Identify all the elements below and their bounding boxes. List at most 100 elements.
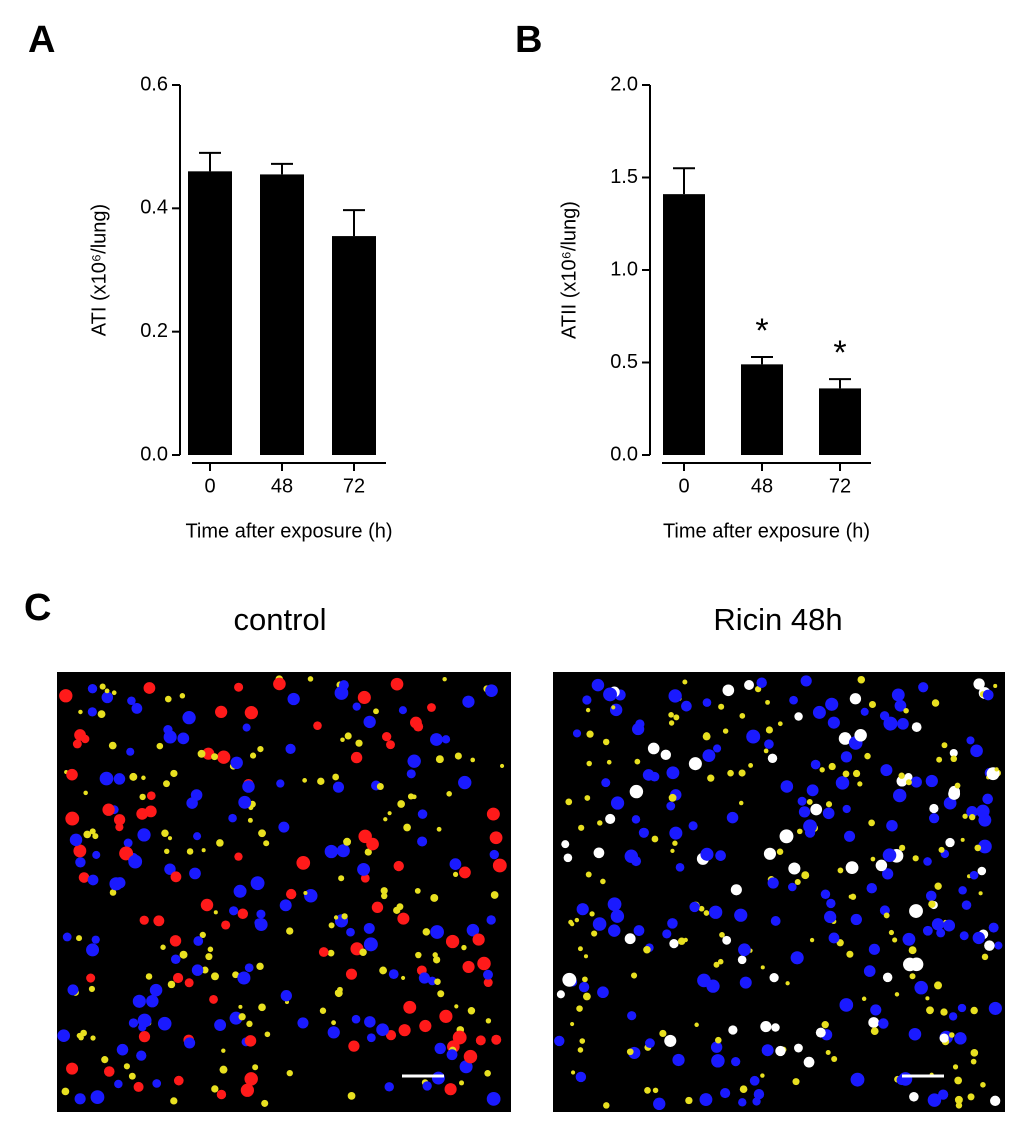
- cell: [417, 809, 428, 819]
- cell: [846, 950, 854, 958]
- cell: [603, 1102, 610, 1109]
- cell: [911, 722, 922, 732]
- cell: [403, 1000, 417, 1014]
- cell: [734, 908, 748, 922]
- cell: [127, 696, 136, 706]
- cell: [385, 1029, 397, 1041]
- cell: [882, 868, 894, 880]
- cell: [760, 1073, 765, 1078]
- cell: [484, 1069, 491, 1077]
- cell: [838, 732, 852, 745]
- cell: [664, 1034, 677, 1047]
- cell: [828, 932, 840, 944]
- cell: [940, 1008, 948, 1016]
- cell: [718, 703, 725, 710]
- cell: [143, 682, 156, 694]
- cell: [167, 836, 173, 841]
- cell: [250, 876, 265, 891]
- cell: [199, 931, 206, 939]
- cell: [407, 793, 415, 800]
- cell: [129, 772, 138, 781]
- cell: [491, 1034, 502, 1045]
- cell: [139, 915, 149, 925]
- cell: [882, 848, 897, 862]
- cell: [197, 749, 206, 758]
- cell: [437, 990, 445, 998]
- cell: [101, 1056, 109, 1064]
- cell: [972, 931, 985, 945]
- cell: [191, 964, 204, 976]
- cell: [200, 898, 214, 912]
- cell: [167, 980, 176, 989]
- cell: [563, 853, 573, 863]
- cell: [666, 801, 676, 811]
- cell: [936, 756, 943, 763]
- cell: [228, 813, 237, 823]
- cell: [430, 733, 443, 746]
- cell: [754, 686, 762, 693]
- cell: [250, 752, 257, 759]
- cell: [286, 1069, 293, 1077]
- cell: [90, 1090, 105, 1105]
- cell: [296, 856, 311, 870]
- cell: [139, 793, 146, 801]
- cell: [152, 1079, 162, 1088]
- cell: [925, 890, 937, 902]
- cell: [439, 1009, 453, 1023]
- cell: [926, 1006, 934, 1015]
- cell: [78, 709, 83, 715]
- cell: [585, 707, 591, 713]
- cell: [211, 1085, 219, 1093]
- cell: [912, 855, 919, 862]
- cell: [219, 1065, 228, 1074]
- cell: [116, 1043, 129, 1056]
- bar: [741, 364, 783, 455]
- y-tick-label: 0.0: [610, 443, 638, 465]
- cell: [467, 1007, 476, 1015]
- bar: [260, 174, 304, 455]
- cell: [633, 925, 645, 936]
- cell: [211, 753, 219, 761]
- cell: [739, 976, 752, 989]
- cell: [278, 821, 290, 833]
- cell: [984, 940, 995, 951]
- cell: [287, 692, 300, 706]
- cell: [629, 784, 644, 799]
- cell: [179, 693, 186, 699]
- cell: [700, 847, 714, 861]
- cell: [76, 935, 83, 942]
- cell: [133, 1081, 144, 1092]
- cell: [66, 1062, 79, 1075]
- cell: [720, 1087, 731, 1099]
- cell: [934, 882, 942, 890]
- cell: [477, 956, 491, 971]
- cell: [108, 741, 117, 750]
- cell: [186, 797, 198, 809]
- cell: [483, 969, 493, 980]
- cell: [128, 854, 143, 869]
- cell: [256, 909, 266, 919]
- cell: [430, 925, 444, 939]
- cell: [728, 1025, 738, 1035]
- cell: [396, 903, 404, 911]
- cell: [132, 994, 146, 1008]
- cell: [583, 992, 591, 1001]
- bar: [663, 194, 705, 455]
- cell: [57, 1029, 71, 1043]
- cell: [442, 676, 447, 682]
- cell: [578, 981, 590, 993]
- y-tick-label: 0.0: [140, 443, 168, 465]
- cell: [73, 844, 87, 858]
- cell: [719, 932, 725, 938]
- cell: [355, 739, 363, 747]
- cell: [276, 779, 285, 788]
- cell: [119, 846, 134, 861]
- cell: [163, 780, 170, 788]
- cell: [230, 756, 243, 770]
- cell: [825, 1050, 831, 1056]
- cell: [806, 799, 813, 805]
- cell: [113, 773, 126, 785]
- cell: [737, 955, 747, 965]
- cell: [918, 682, 929, 693]
